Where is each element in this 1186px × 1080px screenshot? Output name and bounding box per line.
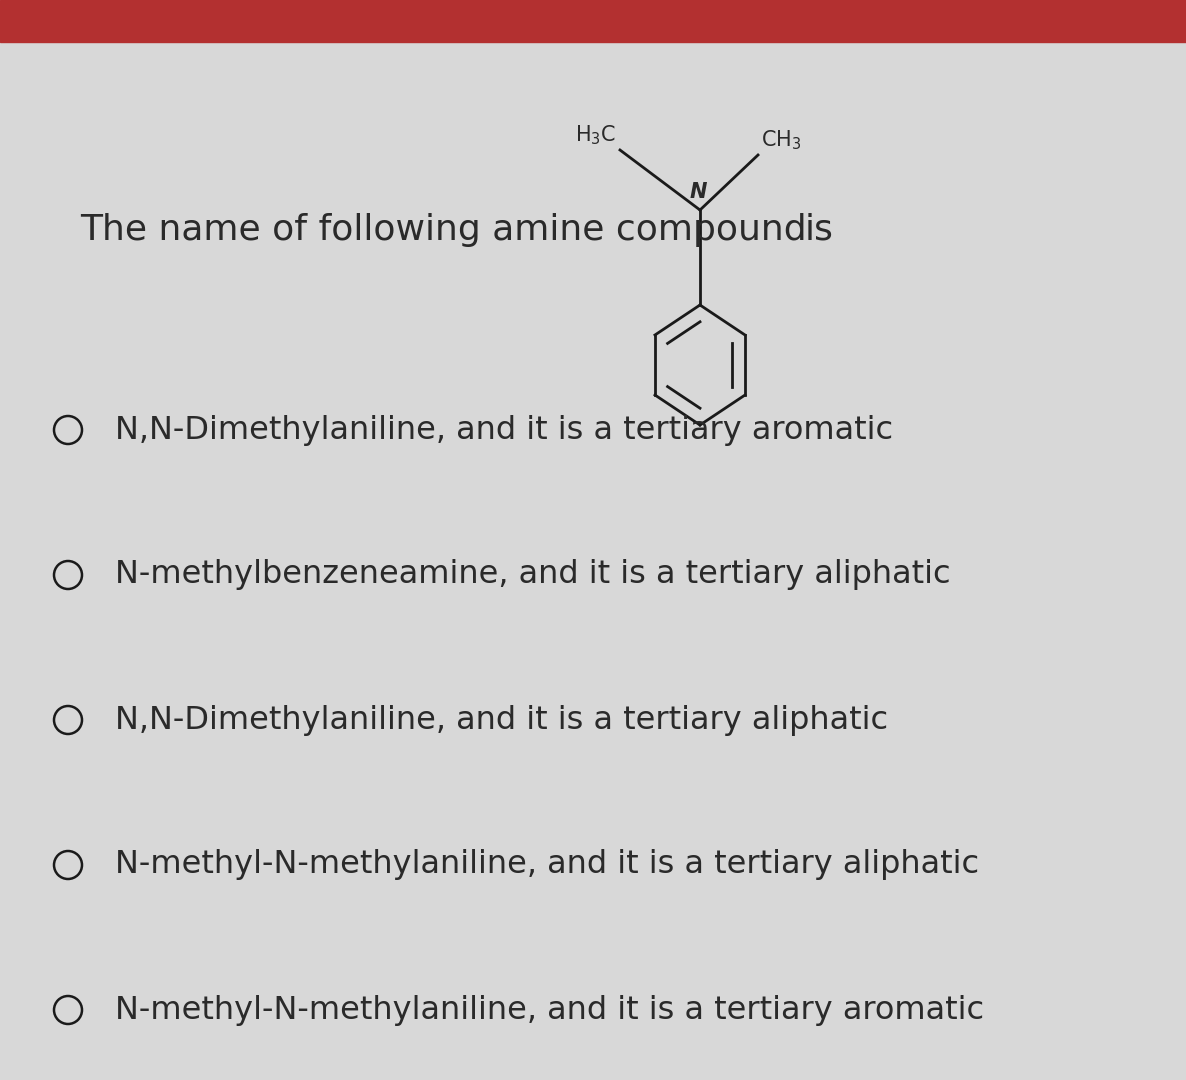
Text: $\mathregular{CH_3}$: $\mathregular{CH_3}$ (761, 129, 802, 152)
Text: is: is (805, 213, 834, 247)
Text: N,N-Dimethylaniline, and it is a tertiary aliphatic: N,N-Dimethylaniline, and it is a tertiar… (115, 704, 888, 735)
Text: N: N (689, 183, 707, 202)
Text: N-methyl-N-methylaniline, and it is a tertiary aliphatic: N-methyl-N-methylaniline, and it is a te… (115, 850, 980, 880)
Bar (0, 0, 1186, 42)
Text: The name of following amine compound: The name of following amine compound (79, 213, 806, 247)
Text: N,N-Dimethylaniline, and it is a tertiary aromatic: N,N-Dimethylaniline, and it is a tertiar… (115, 415, 893, 445)
Text: $\mathregular{H_3C}$: $\mathregular{H_3C}$ (575, 123, 616, 147)
Text: N-methylbenzeneamine, and it is a tertiary aliphatic: N-methylbenzeneamine, and it is a tertia… (115, 559, 951, 591)
Text: N-methyl-N-methylaniline, and it is a tertiary aromatic: N-methyl-N-methylaniline, and it is a te… (115, 995, 984, 1026)
